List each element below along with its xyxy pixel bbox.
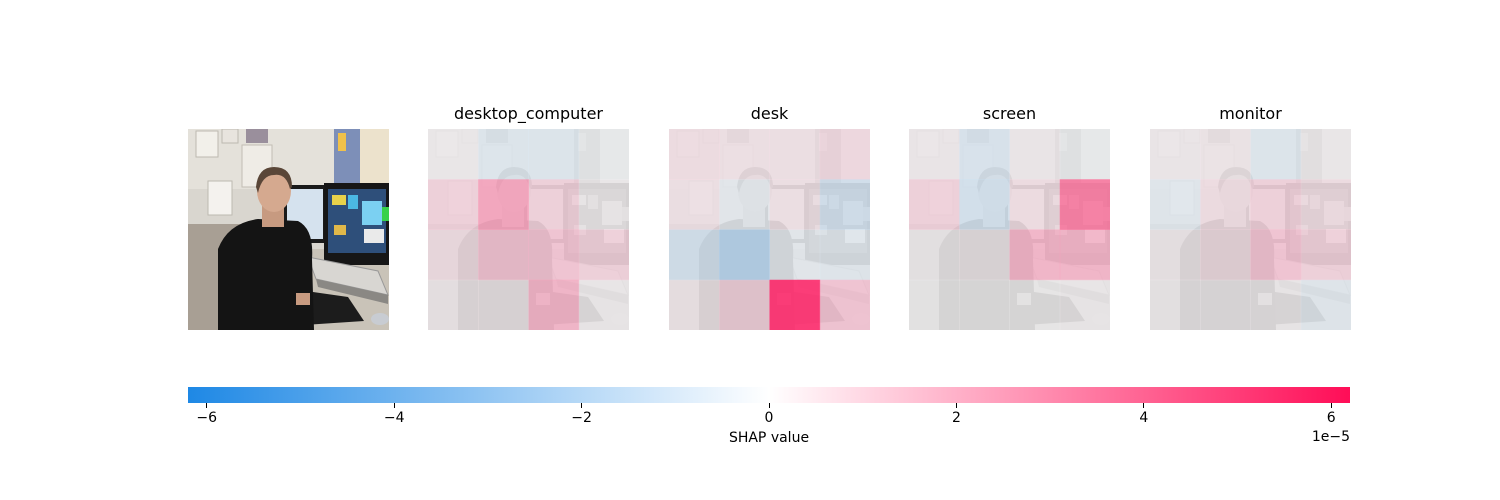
colorbar-tick-label: 6 (1326, 410, 1336, 426)
shap-cell (1250, 129, 1302, 180)
shap-cell (528, 279, 580, 330)
shap-cell (1059, 129, 1110, 180)
shap-cell (1150, 229, 1201, 281)
panel-title-monitor: monitor (1219, 104, 1282, 123)
shap-cell (769, 129, 821, 180)
colorbar-tick-label: 4 (1139, 410, 1149, 426)
shap-heatmap-desktop-computer (428, 129, 629, 330)
shap-cell (959, 229, 1010, 281)
shap-cell (769, 179, 821, 230)
panel-title-desk: desk (750, 104, 789, 123)
shap-cell (909, 229, 960, 281)
shap-cell (819, 129, 870, 180)
shap-cell (769, 279, 821, 330)
shap-cell (478, 129, 529, 180)
shap-cell (1200, 129, 1251, 180)
shap-heatmap-screen (909, 129, 1110, 330)
shap-cell (769, 229, 821, 281)
colorbar-tick (581, 403, 583, 408)
shap-cell (669, 129, 720, 180)
colorbar-tick (206, 403, 208, 408)
shap-panel-desktop-computer (428, 129, 629, 330)
colorbar-tick-label: −4 (383, 410, 405, 426)
colorbar-label: SHAP value (728, 430, 810, 446)
shap-heatmap-desk (669, 129, 870, 330)
shap-cell (1300, 179, 1351, 230)
shap-cell (1300, 279, 1351, 330)
shap-cell (1250, 279, 1302, 330)
shap-cell (428, 279, 479, 330)
colorbar-tick (768, 403, 770, 408)
shap-cell (1250, 229, 1302, 281)
shap-cell (959, 179, 1010, 230)
shap-cell (909, 129, 960, 180)
shap-cell (1300, 229, 1351, 281)
colorbar-tick-label: −6 (196, 410, 218, 426)
colorbar-tick-label: −2 (571, 410, 592, 426)
shap-heatmap-monitor (1150, 129, 1351, 330)
shap-cell (578, 129, 629, 180)
shap-panel-monitor (1150, 129, 1351, 330)
shap-cell (959, 279, 1010, 330)
shap-cell (1150, 129, 1201, 180)
shap-cell (719, 279, 770, 330)
shap-cell (669, 229, 720, 281)
photo-person-at-desk (188, 129, 389, 330)
colorbar-tick (393, 403, 395, 408)
shap-cell (1200, 279, 1251, 330)
shap-cell (578, 279, 629, 330)
shap-cell (719, 179, 770, 230)
shap-cell (1250, 179, 1302, 230)
shap-cell (428, 129, 479, 180)
shap-cell (669, 279, 720, 330)
shap-cell (428, 179, 479, 230)
colorbar-tick (955, 403, 957, 408)
shap-cell (909, 279, 960, 330)
shap-cell (1300, 129, 1351, 180)
panel-title-screen: screen (982, 104, 1037, 123)
shap-cell (819, 179, 870, 230)
shap-cell (428, 229, 479, 281)
panel-title-desktop-computer: desktop_computer (454, 104, 603, 123)
shap-cell (1200, 229, 1251, 281)
shap-cell (578, 179, 629, 230)
shap-cell (528, 229, 580, 281)
shap-panel-screen (909, 129, 1110, 330)
shap-cell (1059, 279, 1110, 330)
shap-cell (819, 279, 870, 330)
shap-cell (909, 179, 960, 230)
shap-cell (719, 229, 770, 281)
shap-cell (719, 129, 770, 180)
colorbar-tick (1330, 403, 1332, 408)
shap-cell (1059, 179, 1110, 230)
shap-cell (1150, 179, 1201, 230)
colorbar-tick-label: 0 (764, 410, 774, 426)
shap-cell (1009, 279, 1061, 330)
shap-cell (1009, 179, 1061, 230)
shap-cell (478, 179, 529, 230)
original-image (188, 129, 389, 330)
colorbar-offset-text: 1e−5 (1311, 429, 1350, 445)
shap-cell (478, 279, 529, 330)
shap-cell (1009, 129, 1061, 180)
shap-cell (669, 179, 720, 230)
shap-cell (959, 129, 1010, 180)
colorbar-tick (1143, 403, 1145, 408)
shap-cell (1009, 229, 1061, 281)
colorbar-tick-label: 2 (951, 410, 961, 426)
shap-cell (578, 229, 629, 281)
shap-cell (819, 229, 870, 281)
shap-cell (1059, 229, 1110, 281)
shap-cell (528, 179, 580, 230)
shap-cell (528, 129, 580, 180)
shap-cell (1200, 179, 1251, 230)
shap-cell (478, 229, 529, 281)
shap-panel-desk (669, 129, 870, 330)
shap-colorbar (188, 387, 1350, 403)
shap-cell (1150, 279, 1201, 330)
